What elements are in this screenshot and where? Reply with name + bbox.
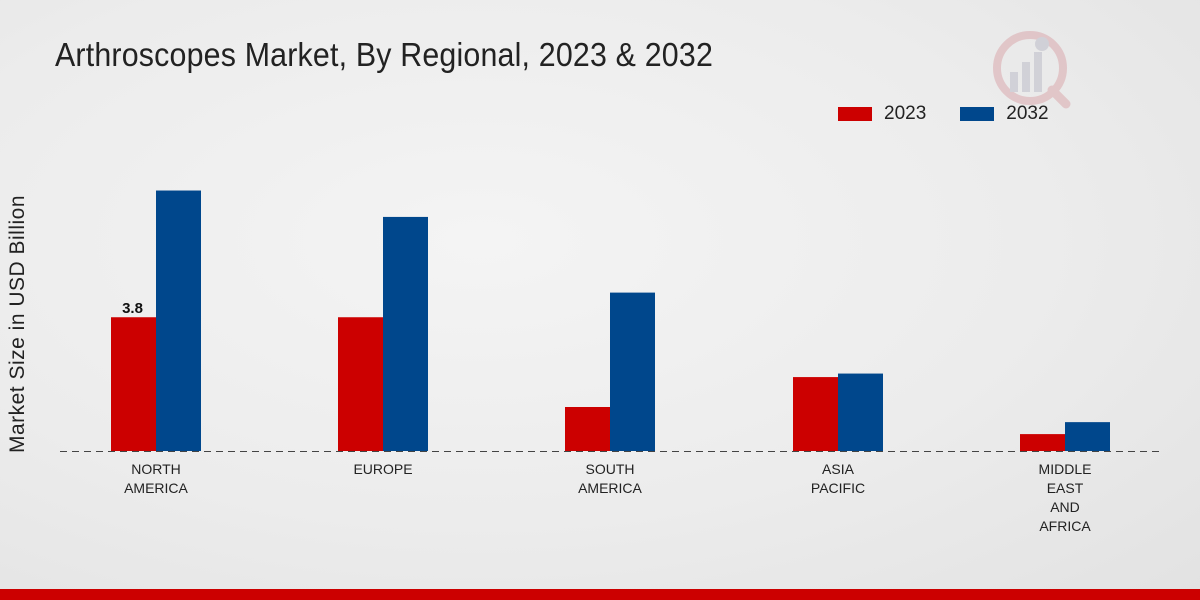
bar-2032-3 (838, 373, 883, 451)
chart-title: Arthroscopes Market, By Regional, 2023 &… (55, 36, 714, 73)
x-tick-label-4: MIDDLE EAST AND AFRICA (1039, 461, 1092, 534)
data-label-0: 3.8 (122, 300, 143, 317)
x-tick-label-3: ASIA PACIFIC (811, 461, 865, 496)
legend-item-2032: 2032 (960, 103, 1049, 125)
legend-label-2032: 2032 (1006, 103, 1049, 124)
x-tick-label-0: NORTH AMERICA (124, 461, 188, 496)
legend-swatch-2032 (960, 107, 995, 121)
bar-2032-2 (610, 292, 655, 451)
legend-item-2023: 2023 (838, 103, 926, 125)
bar-2023-0 (111, 317, 156, 451)
x-tick-label-1: EUROPE (353, 461, 412, 477)
bar-2023-3 (793, 377, 838, 451)
bar-2032-0 (156, 190, 201, 451)
legend: 2023 2032 (838, 103, 1083, 125)
bar-2023-4 (1020, 434, 1065, 451)
brand-logo-icon (993, 31, 1071, 109)
x-tick-label-2: SOUTH AMERICA (578, 461, 642, 496)
bar-2023-2 (565, 407, 610, 451)
bar-2023-1 (338, 317, 383, 451)
bar-2032-4 (1065, 422, 1110, 451)
legend-label-2023: 2023 (884, 103, 927, 124)
legend-swatch-2023 (838, 107, 872, 121)
bottom-accent-bar (0, 589, 1200, 600)
bar-2032-1 (383, 216, 428, 451)
